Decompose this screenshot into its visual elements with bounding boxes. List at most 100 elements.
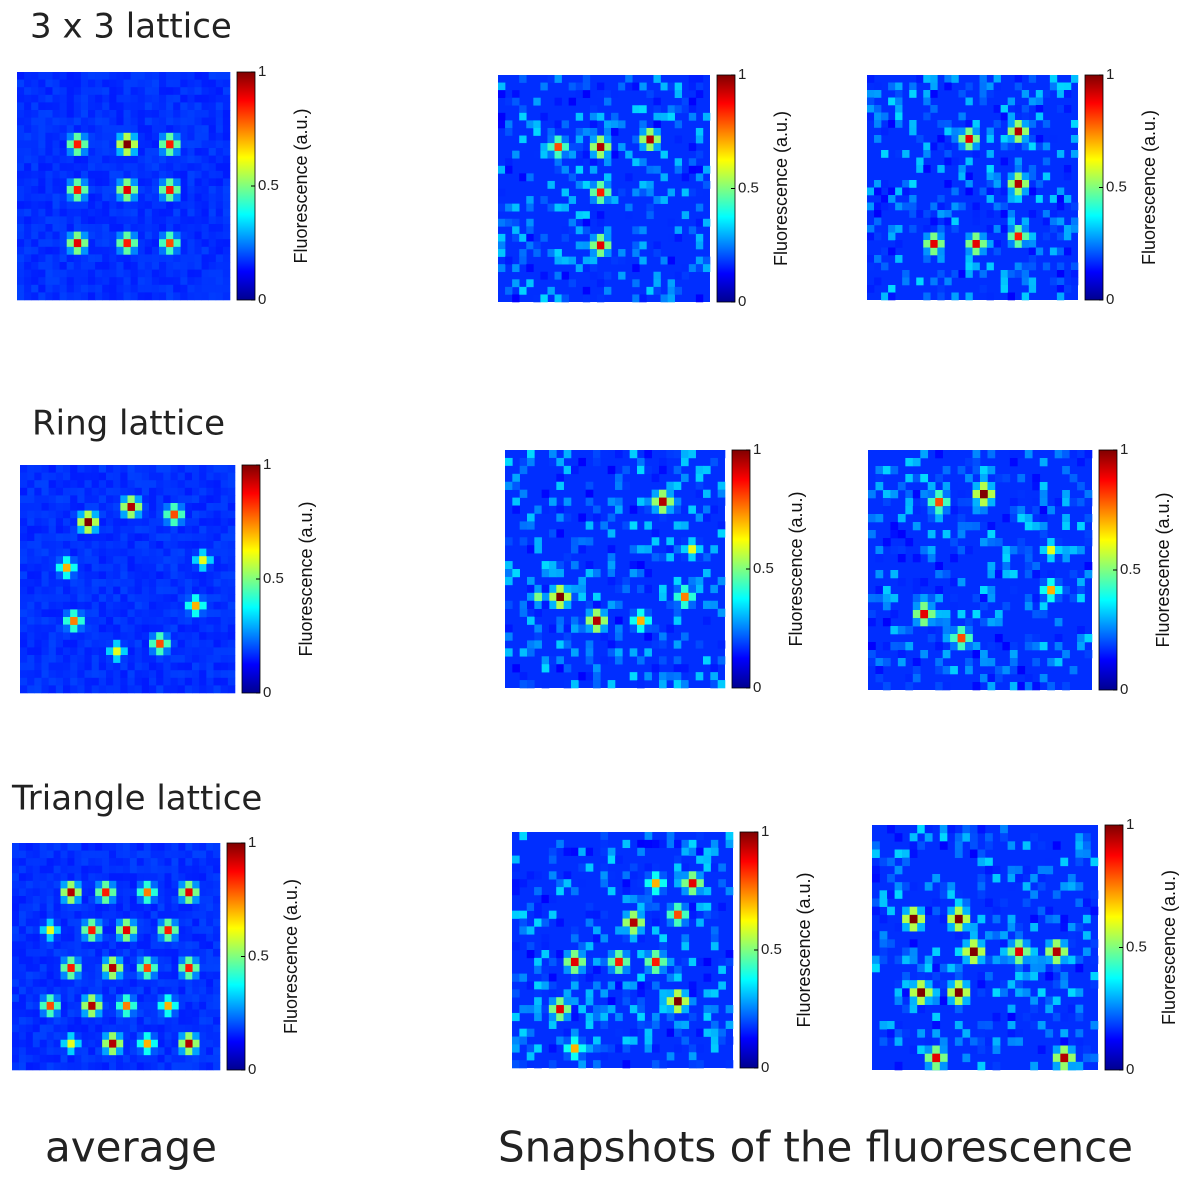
noise-cell xyxy=(187,224,194,232)
spot-halo xyxy=(199,609,206,617)
noise-cell xyxy=(586,848,594,856)
noise-cell xyxy=(27,533,34,541)
noise-cell xyxy=(42,670,49,678)
noise-cell xyxy=(718,879,726,887)
spot-halo xyxy=(549,1005,557,1013)
noise-cell xyxy=(113,526,120,534)
spot-halo xyxy=(116,194,123,202)
noise-cell xyxy=(63,663,70,671)
noise-cell xyxy=(56,549,63,557)
spot-halo xyxy=(135,503,142,511)
noise-cell xyxy=(185,511,192,519)
noise-cell xyxy=(24,118,31,126)
noise-cell xyxy=(1036,105,1043,113)
spot xyxy=(144,888,151,896)
noise-cell xyxy=(881,263,888,271)
noise-cell xyxy=(113,549,120,557)
noise-cell xyxy=(209,118,216,126)
noise-cell xyxy=(128,488,135,496)
noise-cell xyxy=(113,533,120,541)
noise-cell xyxy=(70,511,77,519)
noise-cell xyxy=(902,188,909,196)
noise-cell xyxy=(187,186,194,194)
noise-cell xyxy=(109,270,116,278)
noise-cell xyxy=(19,866,26,874)
noise-cell xyxy=(159,254,166,262)
noise-cell xyxy=(913,666,921,674)
noise-cell xyxy=(81,270,88,278)
noise-cell xyxy=(185,556,192,564)
noise-cell xyxy=(214,564,221,572)
noise-cell xyxy=(27,480,34,488)
noise-cell xyxy=(973,466,981,474)
noise-cell xyxy=(131,72,138,80)
noise-cell xyxy=(180,95,187,103)
noise-cell xyxy=(623,840,631,848)
noise-cell xyxy=(564,664,572,672)
noise-cell xyxy=(623,1037,631,1045)
noise-cell xyxy=(498,113,505,121)
noise-cell xyxy=(24,80,31,88)
noise-cell xyxy=(144,979,151,987)
noise-cell xyxy=(696,136,703,144)
noise-cell xyxy=(95,239,102,247)
spot-halo xyxy=(163,503,170,511)
colorbar-tick-label: 0 xyxy=(761,1059,769,1076)
noise-cell xyxy=(586,958,594,966)
colorbar-tick-label: 1 xyxy=(248,834,256,851)
noise-cell xyxy=(47,1055,54,1063)
noise-cell xyxy=(195,156,202,164)
spot-halo xyxy=(67,194,74,202)
noise-cell xyxy=(60,232,67,240)
noise-cell xyxy=(689,166,696,174)
noise-cell xyxy=(505,569,513,577)
noise-cell xyxy=(944,210,951,218)
spot-halo xyxy=(604,143,611,151)
noise-cell xyxy=(995,674,1003,682)
noise-cell xyxy=(102,148,109,156)
spot-halo xyxy=(67,178,74,186)
noise-cell xyxy=(145,118,152,126)
noise-cell xyxy=(890,626,898,634)
spot xyxy=(185,964,192,972)
noise-cell xyxy=(130,941,137,949)
noise-cell xyxy=(130,881,137,889)
noise-cell xyxy=(42,571,49,579)
noise-cell xyxy=(124,216,131,224)
noise-cell xyxy=(88,201,95,209)
noise-cell xyxy=(27,663,34,671)
noise-cell xyxy=(156,480,163,488)
noise-cell xyxy=(81,87,88,95)
noise-cell xyxy=(888,293,895,301)
noise-cell xyxy=(623,997,631,1005)
noise-cell xyxy=(19,881,26,889)
noise-cell xyxy=(696,1044,704,1052)
noise-cell xyxy=(980,270,987,278)
noise-cell xyxy=(1071,218,1078,226)
noise-cell xyxy=(85,533,92,541)
noise-cell xyxy=(12,1055,19,1063)
noise-cell xyxy=(195,232,202,240)
noise-cell xyxy=(675,287,682,295)
noise-cell xyxy=(74,1055,81,1063)
spot xyxy=(674,997,682,1005)
noise-cell xyxy=(187,178,194,186)
noise-cell xyxy=(109,80,116,88)
noise-cell xyxy=(688,577,696,585)
spot-halo xyxy=(40,1009,47,1017)
spot-halo xyxy=(137,957,144,965)
noise-cell xyxy=(26,904,33,912)
noise-cell xyxy=(67,224,74,232)
noise-cell xyxy=(898,658,906,666)
noise-cell xyxy=(202,148,209,156)
noise-cell xyxy=(130,957,137,965)
colorbar-tick-label: 0.5 xyxy=(1106,178,1127,195)
noise-cell xyxy=(526,234,533,242)
noise-cell xyxy=(973,450,981,458)
noise-cell xyxy=(199,881,206,889)
noise-cell xyxy=(95,110,102,118)
noise-cell xyxy=(965,158,972,166)
noise-cell xyxy=(113,564,120,572)
noise-cell xyxy=(106,556,113,564)
noise-cell xyxy=(67,934,74,942)
